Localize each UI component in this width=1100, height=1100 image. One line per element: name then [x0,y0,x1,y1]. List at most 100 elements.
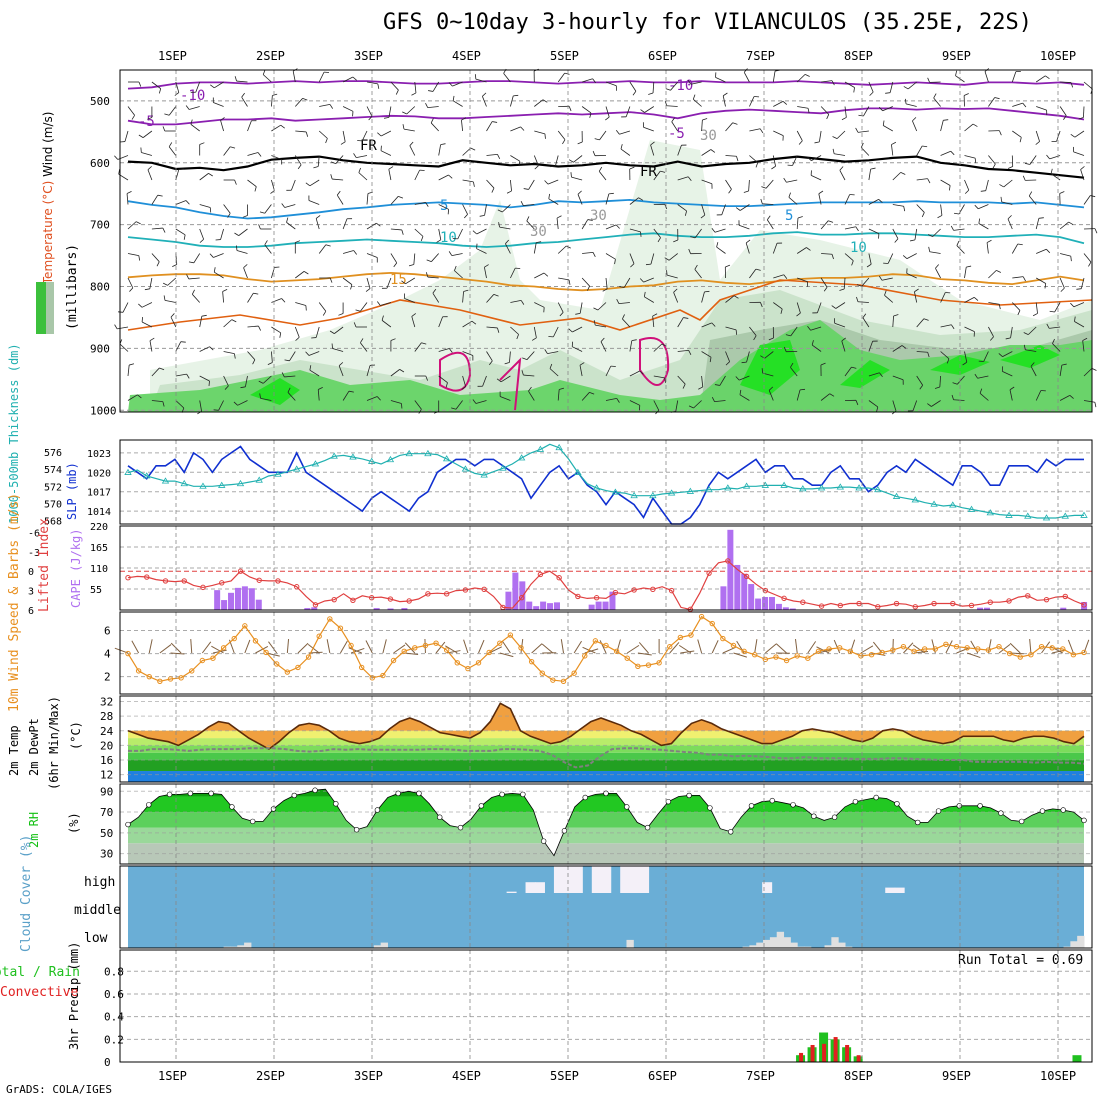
temp-area-fill [128,703,1084,750]
wind-barb [510,126,521,132]
wind-barb [868,228,880,235]
cloud-bar-low [824,945,832,948]
cloud-bar-low [831,937,839,948]
wind-barb-flag [782,101,788,105]
wind-barb-flag [853,87,855,93]
wind-barb [623,277,631,288]
wind-barb-flag [927,178,931,184]
surface-wind-barb [502,641,511,654]
wind-barb-flag [162,282,168,286]
wind-barb [294,155,302,166]
wind-marker [879,649,885,656]
wind-barb-flag [620,144,623,150]
wind-barb [427,276,439,279]
wind-barb-flag [521,370,524,376]
wind-barb-flag [295,336,300,341]
li-marker [256,577,262,583]
wind-barb-flag [648,92,654,95]
cloud-bar-low [380,942,388,948]
wind-barb [916,145,923,156]
wind-barb-flag [979,388,983,394]
wind-barb-flag [1069,395,1074,399]
wind-barb [862,317,870,328]
surface-wind-barb [1009,642,1021,654]
ylabel-wind: 10m Wind Speed & Barbs (m/s) [7,493,22,712]
wind-barb [797,277,808,283]
wind-marker [560,678,567,684]
wind-barb-flag [745,239,751,244]
wind-barb-flag [201,314,207,317]
wind-barb [916,318,925,328]
wind-barb-flag [1024,162,1030,165]
wind-barb-flag [631,339,637,342]
surface-wind-barb [945,640,953,654]
wind-barb [984,71,989,83]
li-marker [781,595,787,602]
wind-barb-flag [544,180,549,185]
wind-barb-flag [129,363,135,366]
wind-barb-flag [666,270,668,276]
wind-barb-flag [482,92,487,97]
surface-wind-barb [860,645,874,654]
ytick-slp-1023: 1023 [87,449,111,460]
wind-barb [931,400,941,407]
wind-barb-flag [829,393,835,397]
wind-barb-flag [798,140,803,145]
li-marker [200,584,206,591]
wind-barb-flag [1017,243,1023,246]
surface-wind-barb [201,641,212,654]
wind-barb-flag [587,219,593,221]
wind-barb [1009,389,1013,401]
date-label-bottom-8SEP: 8SEP [844,1069,873,1083]
wind-barb-flag [471,320,477,325]
ytick-cape-220: 220 [90,522,108,533]
wind-barb [455,400,463,410]
wind-barb-flag [430,118,434,124]
wind-barb-flag [643,291,646,297]
wind-barb [390,369,400,377]
wind-barb-flag [903,86,909,90]
thickness-marker [967,505,976,512]
wind-barb [773,100,784,107]
precip-convective-bar [833,1037,838,1062]
wind-barb-flag [935,264,940,269]
ytick-li-3: 3 [28,587,34,598]
cloud-bar-low [776,931,785,948]
isotherm-10 [127,231,1085,248]
rh-marker [249,818,256,825]
surface-wind-barb [912,644,925,654]
li-marker [181,578,187,584]
wind-barb [650,253,655,265]
wind-barb-flag [258,224,261,230]
wind-barb [914,228,918,240]
wind-barb [843,277,846,290]
wind-barb-flag [1091,367,1097,371]
wind-barb [168,146,177,156]
wind-barb-flag [479,214,485,217]
wind-barb-flag [716,242,719,248]
ylabel-temp-a: 2m Temp [7,725,21,776]
li-marker [537,571,544,578]
rh-marker [499,791,505,798]
wind-barb [629,400,640,406]
wind-barb-flag [156,261,160,267]
wind-barb [366,365,371,377]
thickness-marker [499,464,507,471]
wind-barb-flag [461,117,467,121]
wind-barb [149,277,153,289]
cape-bar [609,591,616,610]
wind-barb-flag [118,169,120,175]
rh-marker [811,813,817,819]
wind-barb [725,295,735,303]
wind-barb-flag [384,116,390,119]
wind-barb-flag [616,299,620,304]
surface-wind-barb [669,642,680,654]
wind-barb [868,341,874,352]
wind-barb-flag [185,200,190,205]
wind-barb [1029,155,1037,165]
wind-barb [978,204,989,210]
surface-wind-barb [733,652,748,658]
wind-barb-flag [190,119,193,125]
wind-barb-flag [650,141,655,146]
li-marker [725,558,731,564]
